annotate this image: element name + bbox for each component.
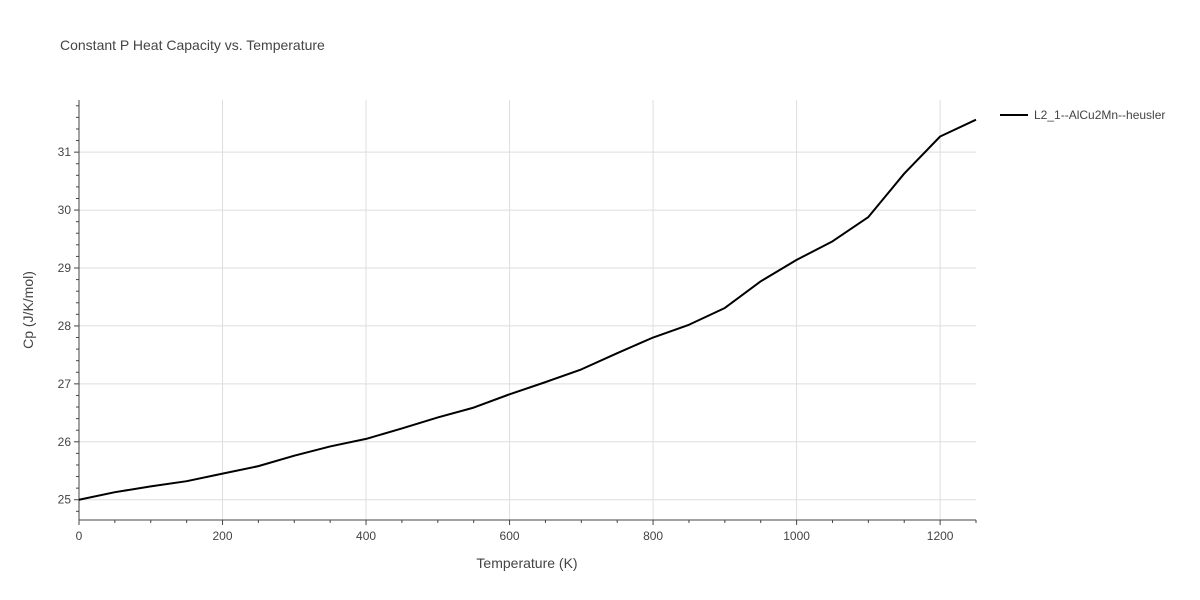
y-tick-label: 25 <box>58 493 72 507</box>
y-gridlines <box>79 151 976 501</box>
y-tick-label: 31 <box>58 145 72 159</box>
y-axis-ticks: 25 26 27 28 29 30 31 <box>58 105 79 512</box>
series-layer <box>78 118 977 501</box>
x-tick-label: 200 <box>213 529 233 543</box>
y-tick-label: 29 <box>58 261 72 275</box>
x-tick-label: 1000 <box>783 529 810 543</box>
x-tick-label: 400 <box>356 529 376 543</box>
x-tick-label: 0 <box>76 529 83 543</box>
x-gridlines <box>222 100 941 520</box>
legend-label: L2_1--AlCu2Mn--heusler <box>1034 108 1165 122</box>
x-tick-label: 1200 <box>927 529 954 543</box>
y-tick-label: 27 <box>58 377 72 391</box>
x-tick-label: 600 <box>500 529 520 543</box>
chart-title: Constant P Heat Capacity vs. Temperature <box>60 37 325 53</box>
y-axis-title: Cp (J/K/mol) <box>20 271 36 349</box>
legend[interactable]: L2_1--AlCu2Mn--heusler <box>1000 108 1165 122</box>
series-line-0[interactable] <box>78 118 977 501</box>
x-axis-ticks: 0 200 400 600 800 1000 1200 <box>76 520 977 543</box>
x-axis-title: Temperature (K) <box>476 555 577 571</box>
y-tick-label: 26 <box>58 435 72 449</box>
x-tick-label: 800 <box>643 529 663 543</box>
y-tick-label: 30 <box>58 203 72 217</box>
y-tick-label: 28 <box>58 319 72 333</box>
